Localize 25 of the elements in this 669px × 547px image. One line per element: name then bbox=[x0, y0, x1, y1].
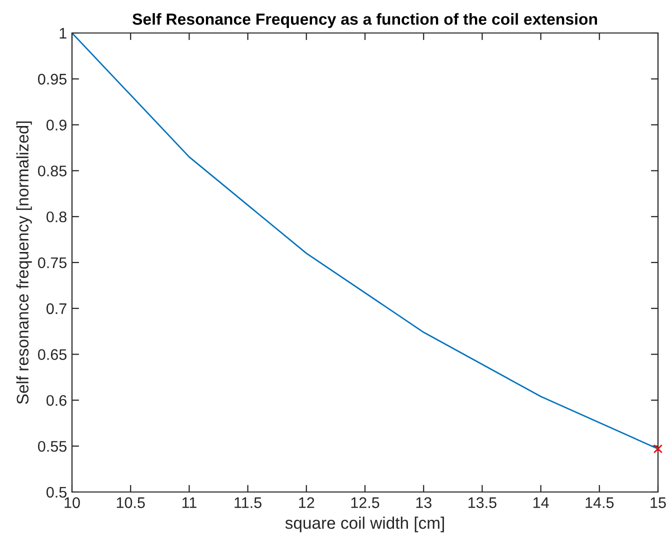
y-tick-label: 0.6 bbox=[46, 395, 66, 406]
x-tick-label: 12 bbox=[299, 497, 314, 508]
y-tick-label: 0.85 bbox=[38, 166, 66, 176]
x-tick-label: 10.5 bbox=[116, 497, 145, 508]
x-tick-label: 11 bbox=[182, 497, 196, 508]
y-tick-label: 0.75 bbox=[38, 257, 66, 268]
x-tick-label: 13.5 bbox=[468, 497, 496, 508]
x-tick-label: 14 bbox=[533, 497, 549, 508]
x-tick-label: 13 bbox=[416, 497, 432, 508]
x-tick-label: 14.5 bbox=[586, 497, 614, 508]
x-tick-label: 12.5 bbox=[351, 497, 380, 508]
chart-title: Self Resonance Frequency as a function of the coil extension bbox=[132, 13, 598, 28]
x-tick-label: 15 bbox=[650, 497, 666, 508]
y-tick-label: 1 bbox=[60, 28, 66, 39]
y-tick-label: 0.55 bbox=[38, 440, 66, 452]
x-tick-label: 11.5 bbox=[234, 497, 262, 508]
y-tick-label: 0.7 bbox=[46, 303, 66, 314]
y-tick-label: 0.8 bbox=[46, 211, 66, 222]
y-tick-label: 0.5 bbox=[46, 486, 66, 498]
y-tick-label: 0.9 bbox=[46, 120, 66, 130]
x-axis-title: square coil width [cm] bbox=[285, 516, 444, 532]
y-axis-title: Self resonance frequency [normalized] bbox=[16, 121, 32, 404]
x-tick-label: 10 bbox=[64, 497, 80, 508]
y-tick-label: 0.65 bbox=[38, 349, 66, 360]
y-tick-label: 0.95 bbox=[38, 74, 66, 85]
